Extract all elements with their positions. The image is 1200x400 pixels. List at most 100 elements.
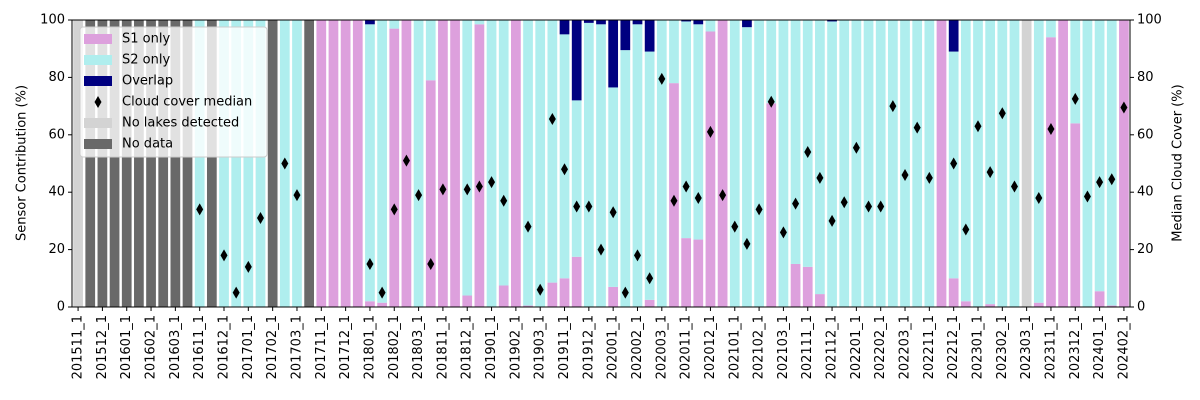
- cloud-marker: [865, 200, 873, 213]
- cloud-marker: [670, 194, 678, 207]
- bar-segment: [219, 20, 229, 307]
- bar-segment: [571, 256, 582, 307]
- y2-tick-label: 20: [1137, 242, 1154, 257]
- plot-frame: [71, 19, 1131, 308]
- cloud-marker: [293, 189, 301, 202]
- cloud-marker: [755, 203, 763, 216]
- x-tick-label: 201511_1: [71, 315, 86, 379]
- x-tick-label: 201803_1: [411, 315, 426, 379]
- y2-tick-label: 80: [1137, 70, 1154, 85]
- cloud-marker: [439, 183, 447, 196]
- cloud-marker: [488, 176, 496, 189]
- bar-segment: [790, 20, 801, 264]
- x-tick-label: 202103_1: [776, 315, 791, 379]
- cloud-marker: [962, 223, 970, 236]
- bar-segment: [681, 238, 691, 307]
- y2-tick-label: 60: [1137, 127, 1154, 142]
- x-tick-label: 201711_1: [314, 315, 329, 379]
- legend-swatch: [84, 34, 112, 44]
- bar-segment: [900, 20, 910, 307]
- bar-segment: [997, 20, 1008, 307]
- bar-segment: [231, 20, 242, 307]
- bar-segment: [1070, 123, 1081, 307]
- legend-label: Overlap: [122, 74, 173, 89]
- cloud-marker: [852, 141, 860, 154]
- cloud-marker: [840, 196, 848, 209]
- bar-segment: [109, 20, 120, 307]
- bar-segment: [887, 20, 898, 307]
- bar-segment: [1094, 291, 1105, 307]
- bar-segment: [73, 20, 83, 307]
- bar-segment: [948, 20, 959, 52]
- cloud-marker: [1096, 176, 1104, 189]
- bar-segment: [316, 20, 327, 307]
- legend-label: S1 only: [122, 32, 170, 47]
- legend-swatch: [84, 76, 112, 86]
- bar-segment: [948, 278, 959, 307]
- legend-label: S2 only: [122, 53, 170, 68]
- bar-segment: [121, 20, 132, 307]
- bar-segment: [523, 20, 533, 306]
- cloud-marker: [1035, 191, 1043, 204]
- cloud-marker: [500, 194, 508, 207]
- bar-segment: [571, 20, 582, 101]
- bar-segment: [170, 20, 181, 307]
- bar-segment: [352, 20, 363, 307]
- cloud-marker: [244, 260, 252, 273]
- x-tick-label: 201703_1: [289, 315, 304, 379]
- x-tick-label: 201801_1: [362, 315, 377, 379]
- cloud-marker: [682, 180, 690, 193]
- x-tick-label: 202112_1: [825, 315, 840, 379]
- bar-segment: [681, 21, 691, 239]
- cloud-marker: [281, 157, 289, 170]
- x-tick-label: 202401_1: [1092, 315, 1107, 379]
- bar-segment: [1021, 20, 1032, 307]
- cloud-marker: [585, 200, 593, 213]
- bar-segment: [608, 286, 619, 307]
- bar-segment: [511, 20, 521, 307]
- bar-segment: [669, 20, 679, 84]
- x-tick-label: 202102_1: [752, 315, 767, 379]
- bar-segment: [97, 20, 108, 307]
- bar-segment: [583, 22, 594, 308]
- cloud-marker: [767, 95, 775, 108]
- cloud-marker: [220, 249, 228, 262]
- bar-segment: [1070, 20, 1081, 124]
- bar-segment: [1046, 20, 1056, 38]
- bar-segment: [474, 20, 485, 25]
- y2-tick-label: 0: [1137, 300, 1145, 315]
- x-tick-label: 202301_1: [970, 315, 985, 379]
- cloud-marker: [561, 163, 569, 176]
- x-tick-label: 201602_1: [144, 315, 159, 379]
- bar-segment: [523, 305, 533, 307]
- cloud-marker: [779, 226, 787, 239]
- cloud-marker: [548, 113, 556, 126]
- cloud-marker: [743, 237, 751, 250]
- bar-segment: [146, 20, 156, 307]
- x-tick-label: 202001_1: [606, 315, 621, 379]
- y-tick-label: 60: [48, 127, 65, 142]
- y2-tick-label: 100: [1137, 13, 1162, 28]
- bar-segment: [304, 20, 315, 307]
- bar-segment: [559, 20, 570, 35]
- bar-segment: [851, 20, 862, 307]
- cloud-marker: [913, 121, 921, 134]
- bar-segment: [754, 20, 764, 307]
- bar-segment: [583, 20, 594, 23]
- bar-segment: [243, 20, 254, 307]
- cloud-marker: [877, 200, 885, 213]
- bar-segment: [377, 302, 387, 307]
- bar-segment: [936, 20, 947, 307]
- bar-segment: [498, 20, 509, 286]
- cloud-marker: [524, 220, 532, 233]
- x-tick-label: 202203_1: [898, 315, 913, 379]
- bar-segment: [498, 285, 509, 307]
- y-tick-label: 80: [48, 70, 65, 85]
- bar-segment: [559, 34, 570, 279]
- x-tick-label: 202011_1: [679, 315, 694, 379]
- bar-segment: [912, 20, 923, 307]
- cloud-marker: [792, 197, 800, 210]
- cloud-marker: [1120, 101, 1128, 114]
- bar-segment: [571, 100, 582, 257]
- cloud-marker: [974, 120, 982, 133]
